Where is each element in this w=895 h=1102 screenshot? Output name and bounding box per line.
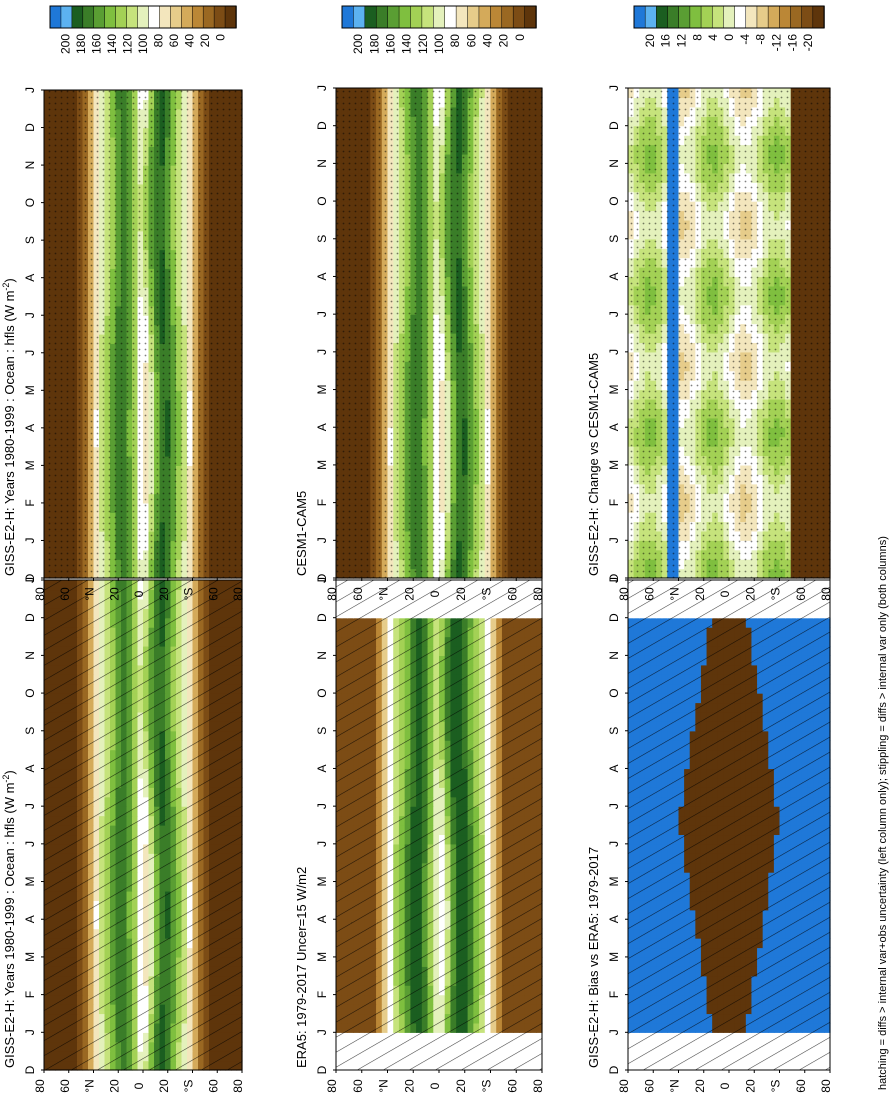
month-label: O	[23, 688, 37, 697]
panel-1: D J F M A M J J A S O N D J 80 60 °N 20 0 20 °S 60 80 GISS-E2-H…	[1, 577, 245, 1093]
month-label: J	[23, 87, 37, 93]
lat-label: 60	[58, 587, 72, 601]
month-label: D	[23, 573, 37, 582]
lat-label: °N	[83, 1079, 97, 1092]
lat-label: 60	[58, 1079, 72, 1093]
month-label: S	[23, 236, 37, 244]
month-label: M	[23, 877, 37, 887]
lat-label: °N	[83, 587, 97, 600]
hatch-overlay	[44, 580, 242, 1070]
month-label: J	[23, 312, 37, 318]
month-label: M	[23, 385, 37, 395]
month-label: J	[23, 577, 37, 583]
lat-label: 20	[107, 587, 121, 601]
lat-label: 20	[157, 1079, 171, 1093]
month-label: M	[23, 460, 37, 470]
lat-label: 0	[132, 1082, 146, 1089]
month-label: D	[23, 123, 37, 132]
month-label: N	[23, 161, 37, 170]
month-label: D	[23, 1065, 37, 1074]
lat-label: °S	[182, 588, 196, 601]
lat-label: 80	[231, 1079, 245, 1093]
month-label: O	[23, 198, 37, 207]
month-label: S	[23, 727, 37, 735]
lat-label: 80	[33, 587, 47, 601]
month-label: A	[23, 424, 37, 432]
month-label: A	[23, 915, 37, 923]
month-label: A	[23, 764, 37, 772]
month-label: D	[23, 613, 37, 622]
month-label: N	[23, 651, 37, 660]
month-label: J	[23, 841, 37, 847]
month-label: F	[23, 991, 37, 998]
lat-label: 80	[33, 1079, 47, 1093]
month-label: J	[23, 1029, 37, 1035]
lat-label: °S	[182, 1080, 196, 1093]
lat-label: 60	[206, 1079, 220, 1093]
panel-title: GISS-E2-H: Years 1980-1999 : Ocean : hfl…	[1, 278, 17, 576]
panel-title: GISS-E2-H: Years 1980-1999 : Ocean : hfl…	[1, 770, 17, 1068]
lat-label: 0	[132, 590, 146, 597]
stipple-overlay	[44, 90, 242, 578]
lat-label: 20	[107, 1079, 121, 1093]
month-label: J	[23, 803, 37, 809]
month-label: J	[23, 350, 37, 356]
month-label: F	[23, 499, 37, 506]
month-label: M	[23, 952, 37, 962]
lat-label: 80	[231, 587, 245, 601]
lat-label: 60	[206, 587, 220, 601]
month-label: J	[23, 537, 37, 543]
month-label: A	[23, 274, 37, 282]
lat-label: 20	[157, 587, 171, 601]
